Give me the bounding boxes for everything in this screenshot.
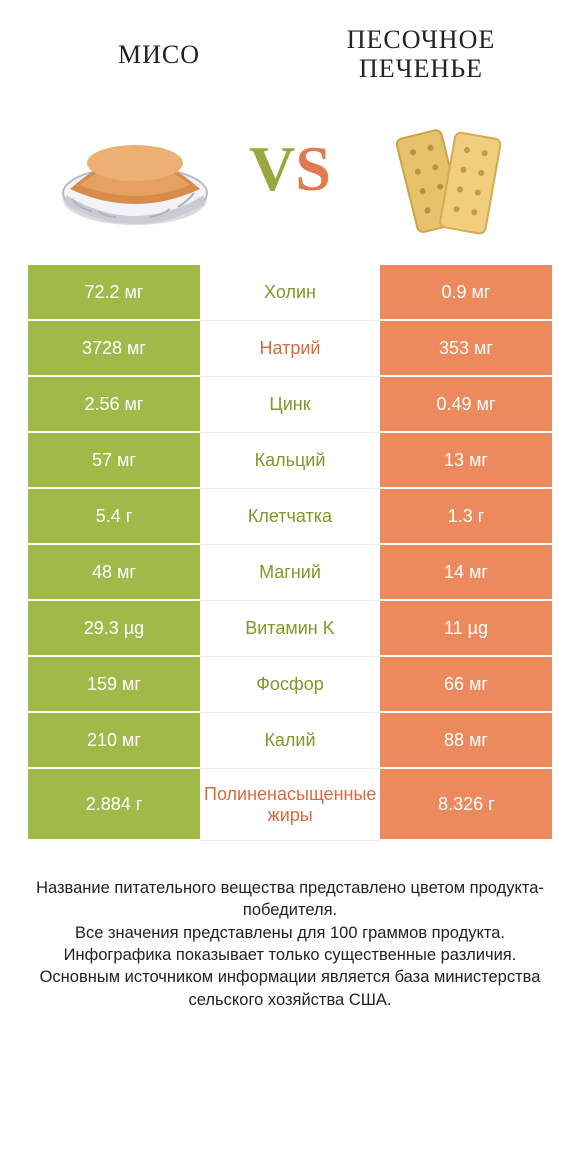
right-value-cell: 8.326 г xyxy=(380,769,552,841)
left-value-cell: 48 мг xyxy=(28,545,200,601)
cookie-image xyxy=(339,99,552,239)
right-value-cell: 0.9 мг xyxy=(380,265,552,321)
nutrient-label: Магний xyxy=(200,545,380,601)
table-row: 48 мгМагний14 мг xyxy=(28,545,552,601)
title-left: МИСО xyxy=(28,40,290,70)
right-value-cell: 14 мг xyxy=(380,545,552,601)
right-value-cell: 66 мг xyxy=(380,657,552,713)
left-value-cell: 3728 мг xyxy=(28,321,200,377)
left-value-cell: 72.2 мг xyxy=(28,265,200,321)
nutrient-label: Клетчатка xyxy=(200,489,380,545)
left-value-cell: 5.4 г xyxy=(28,489,200,545)
left-value-cell: 29.3 µg xyxy=(28,601,200,657)
table-row: 2.56 мгЦинк0.49 мг xyxy=(28,377,552,433)
table-row: 2.884 гПолиненасыщенные жиры8.326 г xyxy=(28,769,552,841)
table-row: 72.2 мгХолин0.9 мг xyxy=(28,265,552,321)
left-value-cell: 2.56 мг xyxy=(28,377,200,433)
table-row: 210 мгКалий88 мг xyxy=(28,713,552,769)
right-value-cell: 0.49 мг xyxy=(380,377,552,433)
footer-notes: Название питательного вещества представл… xyxy=(28,877,552,1011)
nutrient-label: Витамин K xyxy=(200,601,380,657)
nutrient-label: Натрий xyxy=(200,321,380,377)
nutrient-label: Полиненасыщенные жиры xyxy=(200,769,380,841)
table-row: 3728 мгНатрий353 мг xyxy=(28,321,552,377)
table-row: 57 мгКальций13 мг xyxy=(28,433,552,489)
note-line-3: Инфографика показывает только существенн… xyxy=(28,944,552,966)
note-line-2: Все значения представлены для 100 граммо… xyxy=(28,922,552,944)
right-value-cell: 353 мг xyxy=(380,321,552,377)
nutrient-label: Фосфор xyxy=(200,657,380,713)
note-line-1: Название питательного вещества представл… xyxy=(28,877,552,922)
note-line-4: Основным источником информации является … xyxy=(28,966,552,1011)
right-value-cell: 11 µg xyxy=(380,601,552,657)
hero-row: VS xyxy=(28,99,552,239)
titles-row: МИСО ПЕСОЧНОЕ ПЕЧЕНЬЕ xyxy=(28,26,552,83)
nutrient-label: Кальций xyxy=(200,433,380,489)
nutrient-label: Калий xyxy=(200,713,380,769)
right-value-cell: 1.3 г xyxy=(380,489,552,545)
title-right: ПЕСОЧНОЕ ПЕЧЕНЬЕ xyxy=(290,26,552,83)
vs-label: VS xyxy=(249,137,331,201)
left-value-cell: 210 мг xyxy=(28,713,200,769)
miso-image xyxy=(28,99,241,239)
vs-s: S xyxy=(295,133,331,204)
shortbread-icon xyxy=(360,99,530,239)
miso-bowl-icon xyxy=(50,99,220,239)
nutrient-label: Холин xyxy=(200,265,380,321)
left-value-cell: 159 мг xyxy=(28,657,200,713)
table-row: 29.3 µgВитамин K11 µg xyxy=(28,601,552,657)
left-value-cell: 2.884 г xyxy=(28,769,200,841)
right-value-cell: 88 мг xyxy=(380,713,552,769)
table-row: 159 мгФосфор66 мг xyxy=(28,657,552,713)
nutrient-label: Цинк xyxy=(200,377,380,433)
comparison-table: 72.2 мгХолин0.9 мг3728 мгНатрий353 мг2.5… xyxy=(28,265,552,841)
left-value-cell: 57 мг xyxy=(28,433,200,489)
vs-v: V xyxy=(249,133,295,204)
right-value-cell: 13 мг xyxy=(380,433,552,489)
table-row: 5.4 гКлетчатка1.3 г xyxy=(28,489,552,545)
